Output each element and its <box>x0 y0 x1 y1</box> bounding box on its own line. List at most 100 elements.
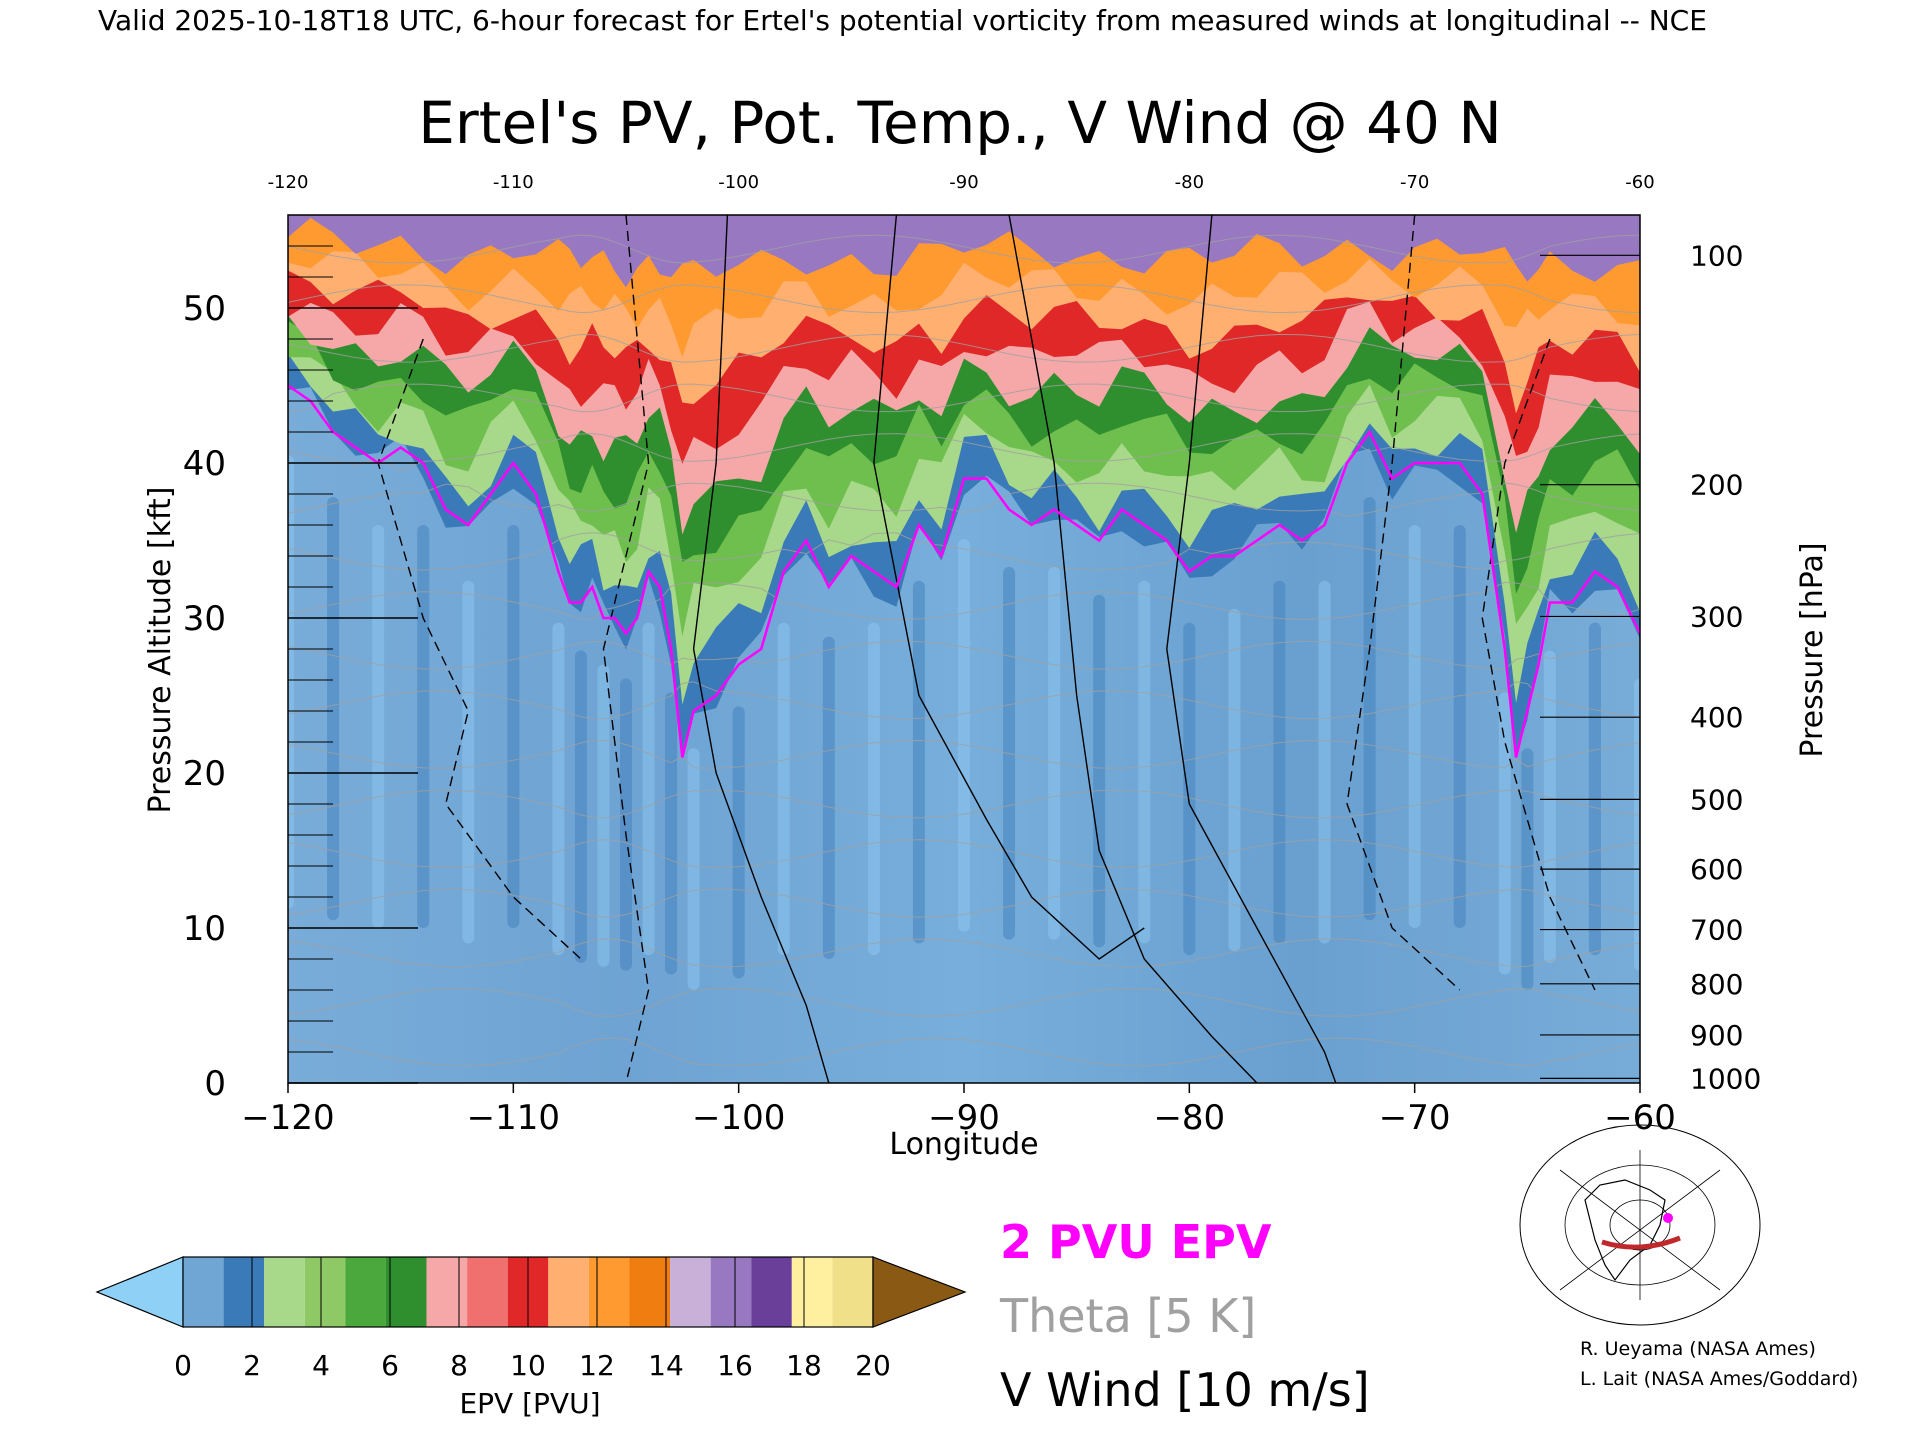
vwind-contour <box>873 215 1145 960</box>
colorbar-swatch <box>832 1257 873 1327</box>
pressure-tick-label: 900 <box>1690 1019 1743 1052</box>
troposphere-streak <box>1183 622 1196 956</box>
x-top-tick-label: -70 <box>1400 172 1429 193</box>
vwind-contour <box>602 215 650 1083</box>
troposphere-streak <box>1273 580 1286 944</box>
pressure-tick-label: 700 <box>1690 914 1743 947</box>
legend: 2 PVU EPV Theta [5 K] V Wind [10 m/s] <box>999 1215 1370 1417</box>
x-tick-label: −90 <box>928 1098 1000 1138</box>
colorbar-tick-label: 18 <box>786 1349 822 1382</box>
y-tick-label: 30 <box>183 599 226 639</box>
troposphere-streak <box>507 525 520 928</box>
locator-map-marker <box>1663 1213 1673 1223</box>
x-tick-label: −120 <box>241 1098 334 1138</box>
x-tick-label: −80 <box>1153 1098 1225 1138</box>
colorbar-swatch <box>385 1257 427 1327</box>
pressure-axis-label: Pressure [hPa] <box>1795 542 1830 757</box>
y-tick-label: 10 <box>183 909 226 949</box>
colorbar-swatch <box>183 1257 224 1327</box>
theta-contour <box>288 888 1640 918</box>
x-tick-label: −70 <box>1379 1098 1451 1138</box>
header-text: Valid 2025-10-18T18 UTC, 6-hour forecast… <box>98 4 1707 37</box>
colorbar-swatch <box>791 1257 833 1327</box>
colorbar-swatch <box>751 1257 792 1327</box>
y-tick-label: 50 <box>183 289 226 329</box>
troposphere-streak <box>822 636 835 959</box>
theta-contour <box>288 284 1640 314</box>
troposphere-streak <box>288 455 294 909</box>
colorbar-tick-label: 14 <box>648 1349 684 1382</box>
colorbar-tick-label: 12 <box>579 1349 615 1382</box>
locator-map-background <box>1540 1150 1738 1300</box>
plot-area <box>288 215 1640 1083</box>
locator-map-coastline <box>1584 1179 1666 1282</box>
x-top-tick-label: -120 <box>268 172 309 193</box>
colorbar-swatch <box>223 1257 265 1327</box>
troposphere-streak <box>1521 748 1534 990</box>
colorbar-swatch <box>548 1257 589 1327</box>
pressure-tick-label: 300 <box>1690 600 1743 633</box>
credit-line-2: L. Lait (NASA Ames/Goddard) <box>1580 1368 1858 1390</box>
x-top-tick-label: -90 <box>949 172 978 193</box>
troposphere-streak <box>1453 525 1466 928</box>
troposphere-streak <box>1318 580 1331 944</box>
y-tick-label: 20 <box>183 754 226 794</box>
colorbar-tick-label: 20 <box>855 1349 891 1382</box>
pressure-tick-label: 600 <box>1690 853 1743 886</box>
pressure-tick-label: 1000 <box>1690 1062 1761 1095</box>
x-tick-label: −110 <box>467 1098 560 1138</box>
x-top-axis-ticks: -120 -110 -100 -90 -80 -70 -60 <box>268 172 1655 193</box>
credit-line-1: R. Ueyama (NASA Ames) <box>1580 1338 1816 1360</box>
locator-map-cross-section-line <box>1601 1235 1681 1250</box>
troposphere-streak <box>1138 580 1151 944</box>
colorbar-under-arrow <box>95 1256 184 1328</box>
theta-contour <box>288 988 1640 1017</box>
x-top-tick-label: -100 <box>718 172 759 193</box>
colorbar-swatch <box>588 1257 630 1327</box>
troposphere-streak <box>1498 692 1511 975</box>
troposphere-streak <box>777 622 790 956</box>
pressure-tick-label: 200 <box>1690 469 1743 502</box>
theta-contour <box>288 681 1640 720</box>
y-axis-label: Pressure Altitude [kft] <box>143 487 178 814</box>
colorbar-swatch <box>629 1257 671 1327</box>
x-top-tick-label: -60 <box>1625 172 1654 193</box>
theta-contour <box>288 938 1640 968</box>
troposphere-shading <box>288 455 1640 990</box>
colorbar-tick-labels: 0 2 4 6 8 10 12 14 16 18 20 <box>174 1349 891 1382</box>
vwind-contour <box>1008 215 1258 1083</box>
pressure-tick-label: 500 <box>1690 783 1743 816</box>
troposphere-streak <box>732 706 745 979</box>
theta-contour <box>288 333 1640 363</box>
colorbar-swatch <box>304 1257 346 1327</box>
colorbar-tick-label: 4 <box>312 1349 330 1382</box>
troposphere-streak <box>327 497 340 921</box>
colorbar-over-arrow <box>872 1256 967 1328</box>
troposphere-streak <box>372 525 385 928</box>
pv-band <box>288 215 1640 288</box>
chart-title: Ertel's PV, Pot. Temp., V Wind @ 40 N <box>418 89 1501 157</box>
pressure-tick-label: 100 <box>1690 239 1743 272</box>
stratosphere-pv-bands <box>288 215 1640 756</box>
troposphere-streak <box>867 622 880 956</box>
troposphere-streak <box>665 692 678 975</box>
colorbar-swatch <box>345 1257 386 1327</box>
theta-contour <box>288 839 1640 869</box>
troposphere-streak <box>958 538 970 932</box>
troposphere-streak <box>620 678 632 971</box>
theta-contour <box>288 740 1640 769</box>
theta-contour <box>288 383 1640 413</box>
theta-contour <box>288 789 1640 819</box>
theta-contour <box>288 532 1640 571</box>
troposphere-streak <box>462 580 475 944</box>
troposphere-streak <box>1408 525 1421 928</box>
colorbar-tick-label: 8 <box>450 1349 468 1382</box>
troposphere-streak <box>1634 678 1640 971</box>
x-top-tick-label: -80 <box>1175 172 1204 193</box>
colorbar-tick-label: 10 <box>510 1349 546 1382</box>
vwind-contour <box>692 215 830 1083</box>
y-tick-label: 0 <box>204 1064 226 1104</box>
x-axis-label: Longitude <box>889 1127 1038 1162</box>
colorbar-swatch <box>467 1257 508 1327</box>
